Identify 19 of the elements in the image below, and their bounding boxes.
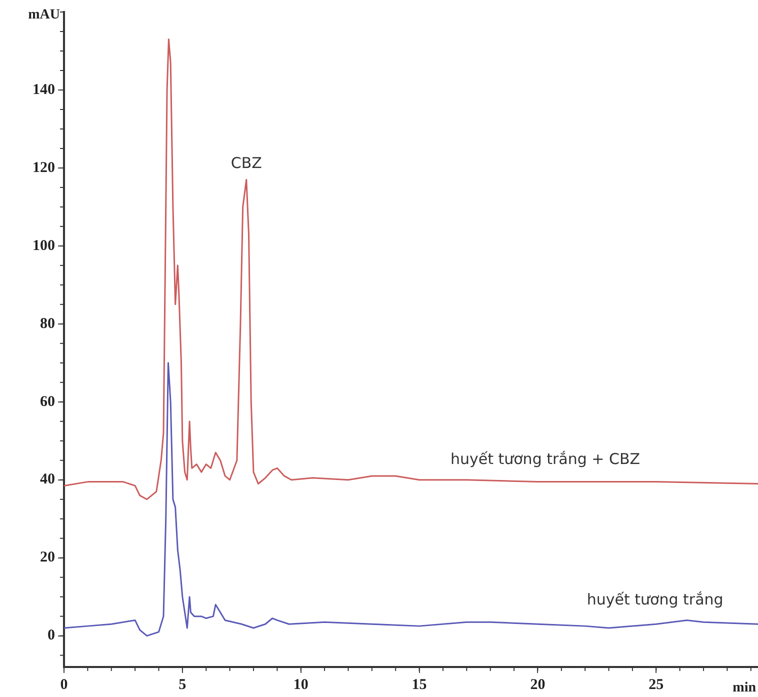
x-tick-label: 15 <box>412 676 427 693</box>
series-label: huyết tương trắng + CBZ <box>450 450 640 468</box>
y-tick-label: 0 <box>48 628 55 644</box>
series-label: huyết tương trắng <box>586 590 724 609</box>
x-tick-label: 5 <box>178 676 186 693</box>
y-tick-label: 120 <box>32 160 55 176</box>
y-tick-label: 20 <box>40 550 55 566</box>
x-tick-label: 0 <box>60 676 68 693</box>
x-tick-label: 20 <box>530 676 546 693</box>
annotation: CBZ <box>230 154 262 172</box>
x-tick-label: 25 <box>648 676 664 693</box>
y-tick-label: 60 <box>40 394 55 410</box>
y-axis-title: mAU <box>28 8 60 23</box>
x-axis-title: min <box>732 680 756 696</box>
y-tick-label: 140 <box>32 82 55 98</box>
y-tick-label: 100 <box>32 238 55 254</box>
x-tick-label: 10 <box>293 676 308 693</box>
y-tick-label: 80 <box>40 316 55 332</box>
y-tick-label: 40 <box>40 472 55 488</box>
